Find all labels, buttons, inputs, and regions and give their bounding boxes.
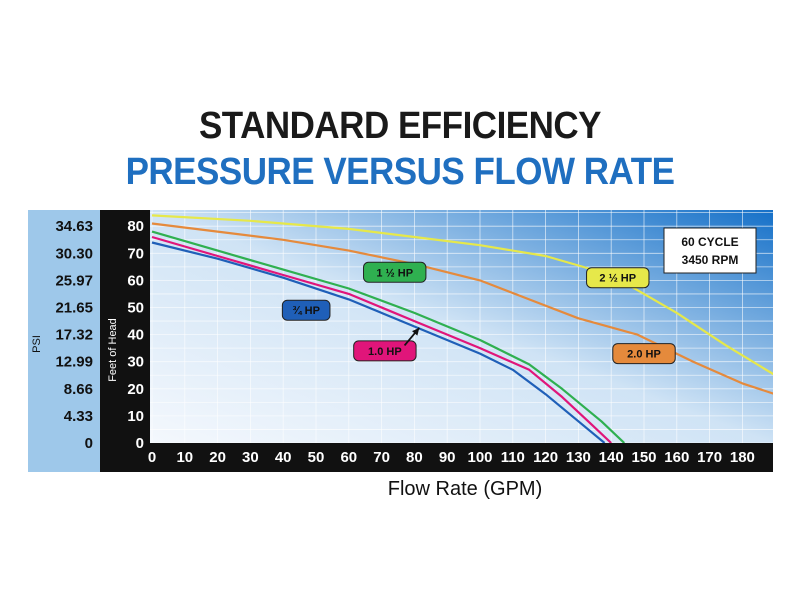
chart-title: STANDARD EFFICIENCY [198,104,602,147]
y-tick-label: 80 [127,218,144,235]
series-tag: ¾ HP [281,299,331,321]
y-tick-label: 40 [127,327,144,344]
y-tick-label: 70 [127,245,144,262]
y-tick-label: 20 [127,381,144,398]
x-tick-label: 100 [467,449,492,466]
info-rpm: 3450 RPM [682,253,739,267]
x-tick-label: 150 [631,449,656,466]
psi-tick-label: 17.32 [55,327,93,344]
psi-tick-label: 8.66 [64,381,93,398]
series-tag-box [612,343,676,365]
series-tag-label: 1 ½ HP [376,267,413,279]
psi-tick-label: 25.97 [55,272,93,289]
series-tag-label: ¾ HP [292,305,320,317]
y-tick-label: 0 [136,435,144,452]
arrow-head [412,327,420,336]
psi-axis-label: PSI [31,335,43,353]
psi-tick-label: 0 [85,435,93,452]
y-tick-label: 50 [127,300,144,317]
x-tick-label: 30 [242,449,259,466]
psi-tick-label: 21.65 [55,300,93,317]
x-tick-label: 90 [439,449,456,466]
series-tag: 2.0 HP [612,343,676,365]
x-tick-label: 180 [730,449,755,466]
series-tag: 1.0 HP [353,340,417,362]
x-tick-label: 130 [566,449,591,466]
y-tick-label: 60 [127,272,144,289]
psi-axis-panel [28,210,100,472]
series-line [151,241,606,443]
x-tick-label: 80 [406,449,423,466]
x-tick-label: 110 [501,449,525,466]
series-tag-box [586,267,650,289]
series-tag: 2 ½ HP [586,267,650,289]
series-tag-box [281,299,331,321]
x-tick-label: 20 [209,449,226,466]
series-tag-label: 2 ½ HP [599,273,636,285]
x-tick-label: 160 [664,449,689,466]
series-tag-label: 1.0 HP [368,346,402,358]
x-axis-label: Flow Rate (GPM) [387,478,543,500]
series-tag: 1 ½ HP [363,261,427,283]
y-axis-label: Feet of Head [107,318,119,382]
x-tick-label: 60 [340,449,357,466]
psi-tick-label: 12.99 [55,354,93,371]
series-tag-box [363,261,427,283]
psi-tick-label: 4.33 [64,408,93,425]
y-tick-label: 30 [127,354,144,371]
x-tick-label: 120 [533,449,558,466]
series-line [151,235,612,443]
series-tag-label: 2.0 HP [627,349,661,361]
x-tick-label: 140 [599,449,624,466]
psi-tick-label: 30.30 [55,245,93,262]
x-tick-label: 10 [176,449,193,466]
series-line [151,214,773,376]
x-tick-label: 0 [148,449,156,466]
pointer-arrow [403,327,421,347]
psi-tick-label: 34.63 [55,218,93,235]
series-line [151,230,626,443]
y-tick-label: 10 [127,408,144,425]
info-cycle: 60 CYCLE [681,235,738,249]
rpm-info-box: 60 CYCLE 3450 RPM [663,227,757,274]
x-tick-label: 170 [697,449,722,466]
chart-subtitle: PRESSURE VERSUS FLOW RATE [125,150,675,193]
series-line [151,222,773,395]
x-tick-label: 50 [308,449,325,466]
x-tick-label: 70 [373,449,390,466]
x-tick-label: 40 [275,449,292,466]
series-tag-box [353,340,417,362]
